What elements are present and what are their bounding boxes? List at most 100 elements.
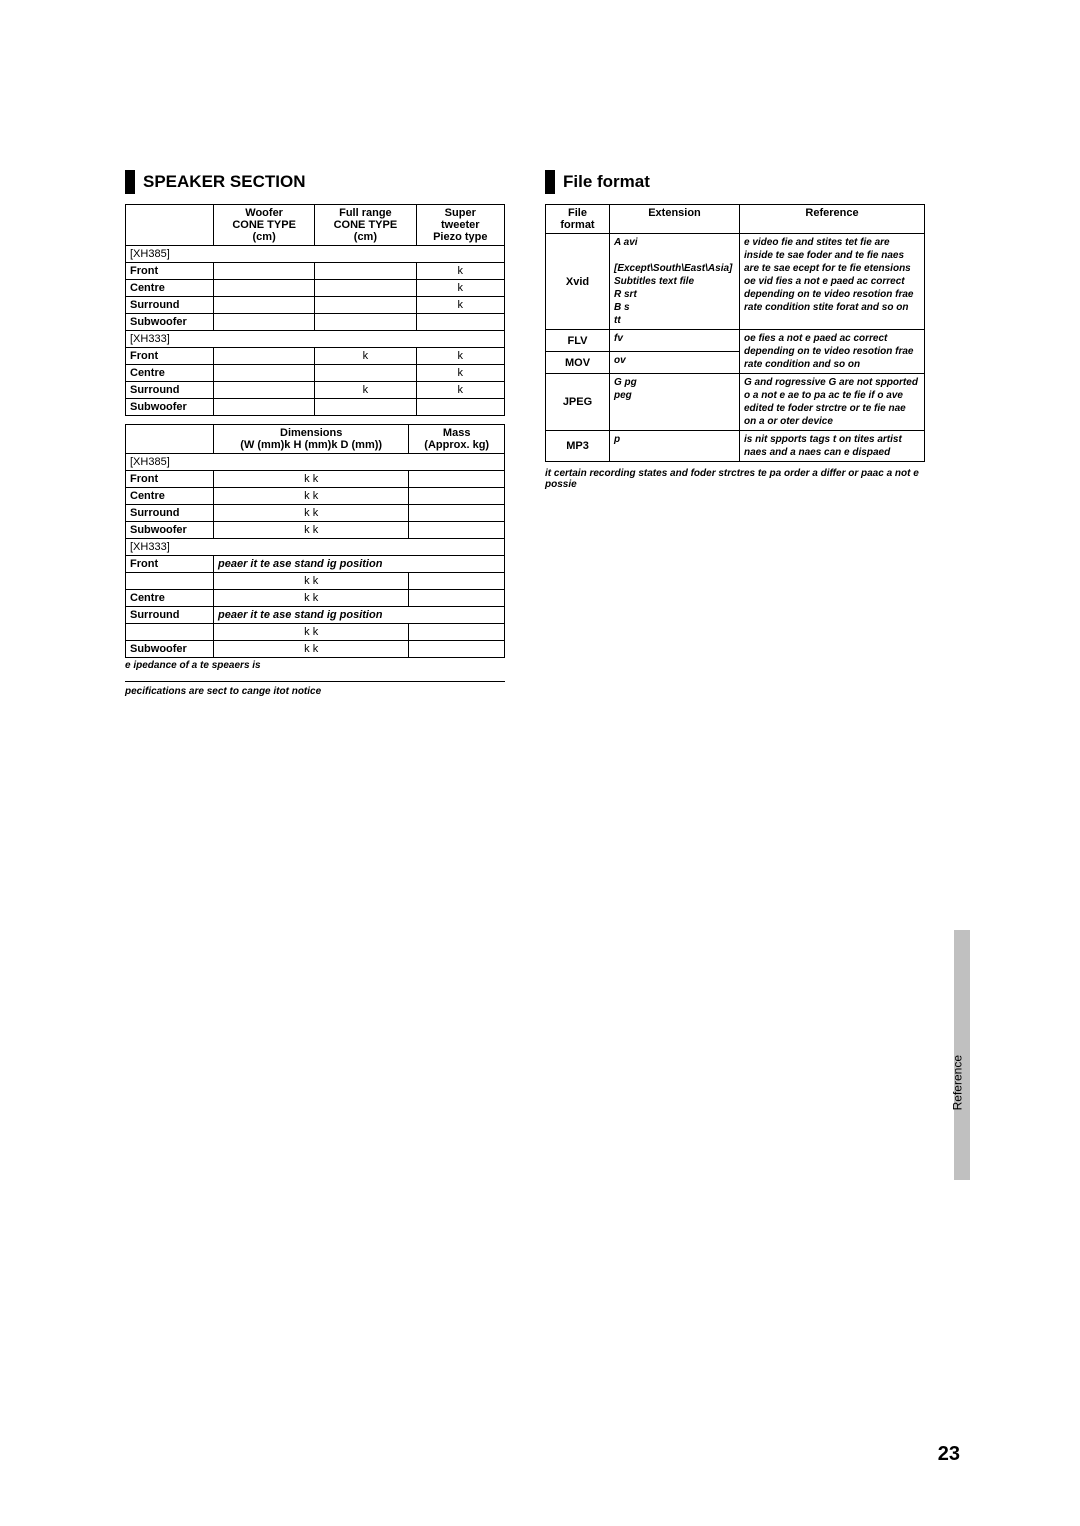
row-label: Surround bbox=[126, 382, 214, 399]
col-tweeter: Super tweeter Piezo type bbox=[416, 205, 504, 246]
value-cell bbox=[214, 382, 315, 399]
row-label: Surround bbox=[126, 607, 214, 624]
value-cell: k k bbox=[214, 471, 409, 488]
reference-cell: e video fie and stites tet fie are insid… bbox=[740, 234, 925, 330]
format-cell: FLV bbox=[546, 330, 610, 352]
col-fullrange: Full range CONE TYPE (cm) bbox=[315, 205, 416, 246]
impedance-note: e ipedance of a te speaers is bbox=[125, 660, 505, 671]
table-row: Frontk k bbox=[126, 471, 505, 488]
value-cell bbox=[409, 471, 505, 488]
value-cell: k k bbox=[214, 522, 409, 539]
value-cell: k bbox=[416, 382, 504, 399]
table-row: Frontk bbox=[126, 263, 505, 280]
value-cell bbox=[315, 297, 416, 314]
extension-cell: G pg peg bbox=[610, 374, 740, 431]
file-format-header: File format bbox=[545, 170, 925, 194]
model-cell: [XH385] bbox=[126, 454, 505, 471]
format-cell: Xvid bbox=[546, 234, 610, 330]
value-cell bbox=[315, 365, 416, 382]
value-cell: k k bbox=[214, 573, 409, 590]
row-label: Surround bbox=[126, 297, 214, 314]
value-cell bbox=[409, 641, 505, 658]
col-file-format: File format bbox=[546, 205, 610, 234]
row-label: Centre bbox=[126, 488, 214, 505]
page-content: SPEAKER SECTION Woofer CONE TYPE (cm) Fu… bbox=[0, 0, 1080, 737]
row-label: Front bbox=[126, 348, 214, 365]
format-cell: MP3 bbox=[546, 431, 610, 462]
value-cell: k bbox=[416, 348, 504, 365]
table-row: k k bbox=[126, 624, 505, 641]
table-row: [XH385] bbox=[126, 454, 505, 471]
value-cell: k bbox=[416, 297, 504, 314]
value-cell bbox=[409, 573, 505, 590]
value-cell: k k bbox=[214, 505, 409, 522]
extension-cell: fv bbox=[610, 330, 740, 352]
row-label: Centre bbox=[126, 590, 214, 607]
speaker-table-1: Woofer CONE TYPE (cm) Full range CONE TY… bbox=[125, 204, 505, 416]
value-cell: k bbox=[315, 382, 416, 399]
value-cell: k bbox=[315, 348, 416, 365]
value-cell bbox=[315, 314, 416, 331]
col-blank bbox=[126, 205, 214, 246]
value-cell bbox=[214, 348, 315, 365]
row-label: Centre bbox=[126, 365, 214, 382]
table-row: Centre k bbox=[126, 365, 505, 382]
value-cell: k k bbox=[214, 590, 409, 607]
value-cell bbox=[214, 263, 315, 280]
row-label: Front bbox=[126, 263, 214, 280]
value-cell bbox=[214, 399, 315, 416]
reference-cell: oe fies a not e paed ac correct dependin… bbox=[740, 330, 925, 374]
model-cell: [XH385] bbox=[126, 246, 505, 263]
file-format-title: File format bbox=[563, 172, 650, 192]
format-cell: MOV bbox=[546, 352, 610, 374]
value-cell bbox=[214, 297, 315, 314]
reference-side-text: Reference bbox=[950, 1055, 964, 1110]
value-cell bbox=[214, 314, 315, 331]
table-row: [XH385] bbox=[126, 246, 505, 263]
table-header-row: Dimensions (W (mm)k H (mm)k D (mm)) Mass… bbox=[126, 425, 505, 454]
file-format-table: File format Extension Reference XvidA av… bbox=[545, 204, 925, 462]
reference-cell: G and rogressive G are not spported o a … bbox=[740, 374, 925, 431]
col-mass: Mass (Approx. kg) bbox=[409, 425, 505, 454]
section-bar-icon bbox=[125, 170, 135, 194]
col-reference: Reference bbox=[740, 205, 925, 234]
value-cell bbox=[409, 488, 505, 505]
model-cell: [XH333] bbox=[126, 331, 505, 348]
value-cell bbox=[315, 263, 416, 280]
table-row: Centrek k bbox=[126, 590, 505, 607]
table-row: [XH333] bbox=[126, 539, 505, 556]
speaker-section-title: SPEAKER SECTION bbox=[143, 172, 305, 192]
value-cell: k bbox=[416, 280, 504, 297]
table-row: FLVfvoe fies a not e paed ac correct dep… bbox=[546, 330, 925, 352]
row-label bbox=[126, 624, 214, 641]
speaker-table-2: Dimensions (W (mm)k H (mm)k D (mm)) Mass… bbox=[125, 424, 505, 658]
col-woofer: Woofer CONE TYPE (cm) bbox=[214, 205, 315, 246]
value-cell: k k bbox=[214, 624, 409, 641]
table-row: Centrek k bbox=[126, 488, 505, 505]
row-label bbox=[126, 573, 214, 590]
value-cell bbox=[416, 399, 504, 416]
row-label: Subwoofer bbox=[126, 641, 214, 658]
col-dimensions: Dimensions (W (mm)k H (mm)k D (mm)) bbox=[214, 425, 409, 454]
section-bar-icon bbox=[545, 170, 555, 194]
span-note-cell: peaer it te ase stand ig position bbox=[214, 556, 505, 573]
value-cell: k k bbox=[214, 641, 409, 658]
row-label: Subwoofer bbox=[126, 522, 214, 539]
reference-cell: is nit spports tags t on tites artist na… bbox=[740, 431, 925, 462]
file-format-footnote: it certain recording states and foder st… bbox=[545, 468, 925, 490]
table-row: Surroundpeaer it te ase stand ig positio… bbox=[126, 607, 505, 624]
row-label: Front bbox=[126, 471, 214, 488]
row-label: Front bbox=[126, 556, 214, 573]
table-row: [XH333] bbox=[126, 331, 505, 348]
span-note-cell: peaer it te ase stand ig position bbox=[214, 607, 505, 624]
extension-cell: ov bbox=[610, 352, 740, 374]
value-cell bbox=[409, 522, 505, 539]
table-row: XvidA avi [Except\South\East\Asia] Subti… bbox=[546, 234, 925, 330]
extension-cell: p bbox=[610, 431, 740, 462]
value-cell: k bbox=[416, 365, 504, 382]
table-row: Subwoofer bbox=[126, 399, 505, 416]
table-row: Subwooferk k bbox=[126, 522, 505, 539]
value-cell bbox=[315, 280, 416, 297]
row-label: Centre bbox=[126, 280, 214, 297]
table-row: Subwoofer bbox=[126, 314, 505, 331]
